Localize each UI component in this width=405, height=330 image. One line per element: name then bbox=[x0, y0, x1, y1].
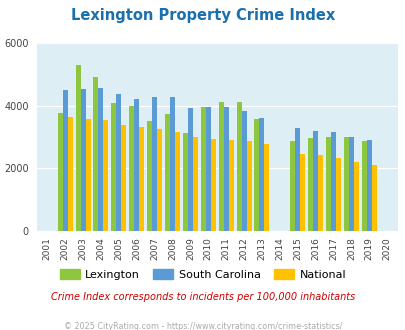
Bar bbox=[236, 102, 241, 231]
Bar bbox=[170, 97, 175, 231]
Bar bbox=[182, 133, 188, 231]
Bar bbox=[157, 129, 162, 231]
Bar bbox=[254, 119, 259, 231]
Bar bbox=[98, 88, 103, 231]
Bar bbox=[246, 141, 251, 231]
Bar bbox=[152, 97, 157, 231]
Bar bbox=[223, 107, 228, 231]
Bar bbox=[62, 90, 68, 231]
Bar bbox=[290, 141, 294, 231]
Bar bbox=[85, 119, 90, 231]
Bar bbox=[317, 155, 322, 231]
Bar bbox=[192, 137, 197, 231]
Bar bbox=[210, 139, 215, 231]
Bar bbox=[75, 65, 80, 231]
Bar bbox=[103, 120, 108, 231]
Bar bbox=[348, 137, 353, 231]
Bar bbox=[353, 162, 358, 231]
Text: © 2025 CityRating.com - https://www.cityrating.com/crime-statistics/: © 2025 CityRating.com - https://www.city… bbox=[64, 322, 341, 330]
Bar bbox=[205, 108, 210, 231]
Bar bbox=[200, 107, 205, 231]
Bar bbox=[241, 111, 246, 231]
Bar bbox=[164, 114, 170, 231]
Bar bbox=[175, 132, 179, 231]
Bar bbox=[343, 137, 348, 231]
Bar bbox=[129, 106, 134, 231]
Bar bbox=[366, 140, 371, 231]
Bar bbox=[134, 99, 139, 231]
Bar bbox=[68, 117, 72, 231]
Bar bbox=[111, 103, 116, 231]
Bar bbox=[188, 108, 192, 231]
Bar bbox=[228, 140, 233, 231]
Bar bbox=[80, 89, 85, 231]
Text: Lexington Property Crime Index: Lexington Property Crime Index bbox=[71, 8, 334, 23]
Bar bbox=[264, 145, 269, 231]
Bar bbox=[121, 125, 126, 231]
Bar bbox=[147, 121, 152, 231]
Bar bbox=[325, 137, 330, 231]
Bar bbox=[259, 117, 264, 231]
Bar bbox=[139, 127, 144, 231]
Bar bbox=[361, 141, 366, 231]
Bar bbox=[93, 77, 98, 231]
Bar bbox=[218, 102, 223, 231]
Bar bbox=[294, 128, 299, 231]
Bar bbox=[371, 165, 376, 231]
Legend: Lexington, South Carolina, National: Lexington, South Carolina, National bbox=[55, 265, 350, 284]
Bar bbox=[312, 131, 317, 231]
Text: Crime Index corresponds to incidents per 100,000 inhabitants: Crime Index corresponds to incidents per… bbox=[51, 292, 354, 302]
Bar bbox=[116, 94, 121, 231]
Bar bbox=[299, 154, 305, 231]
Bar bbox=[330, 132, 335, 231]
Bar bbox=[58, 114, 62, 231]
Bar bbox=[307, 138, 312, 231]
Bar bbox=[335, 158, 340, 231]
